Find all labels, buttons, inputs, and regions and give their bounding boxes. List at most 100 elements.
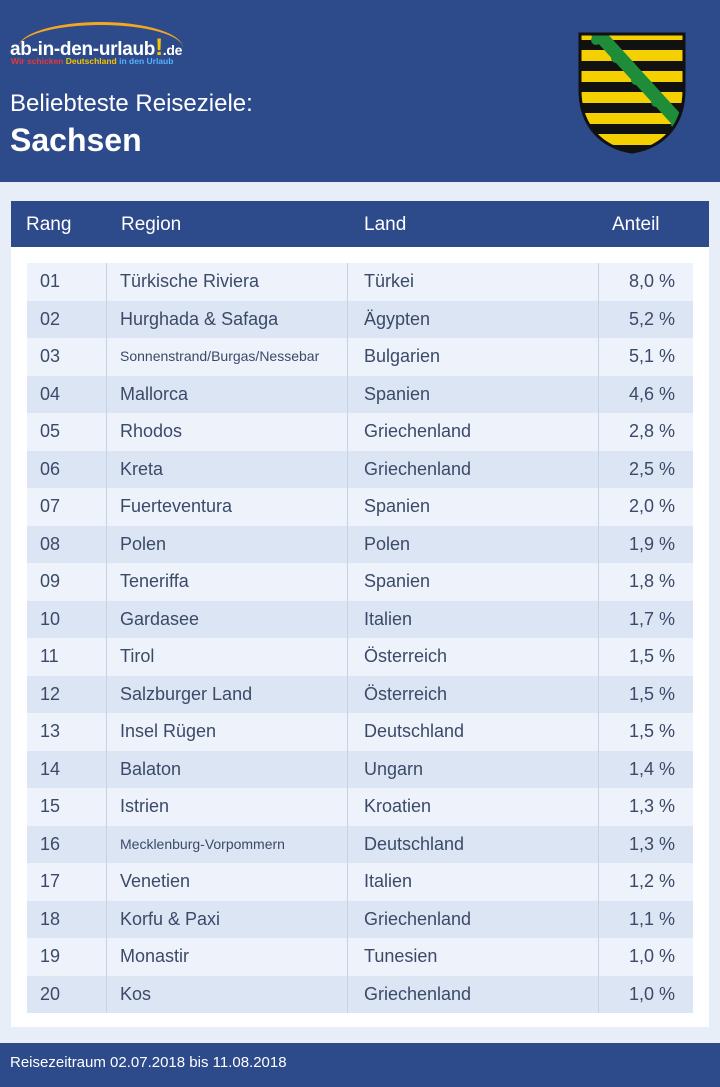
table-row: 03 Sonnenstrand/Burgas/Nessebar Bulgarien 5…	[27, 338, 693, 376]
table-header: Rang Region Land Anteil	[11, 201, 709, 247]
anteil-cell: 1,0 %	[628, 946, 675, 966]
rang-cell: 07	[40, 496, 61, 516]
land-cell: Griechenland	[364, 458, 472, 479]
rang-cell: 11	[40, 646, 59, 666]
column-header-land[interactable]: Land	[364, 214, 407, 235]
rang-cell: 19	[40, 946, 61, 966]
region-cell: Hurghada & Safaga	[120, 308, 279, 329]
column-divider	[347, 750, 348, 788]
land-cell: Griechenland	[364, 908, 472, 929]
column-divider	[598, 788, 599, 826]
table-row: 02 Hurghada & Safaga Ägypten 5,2 %	[27, 300, 693, 338]
column-divider	[106, 263, 107, 301]
land-cell: Polen	[364, 533, 411, 554]
footer-bar: Reisezeitraum 02.07.2018 bis 11.08.2018	[0, 1043, 720, 1087]
column-divider	[598, 638, 599, 676]
column-divider	[347, 900, 348, 938]
column-divider	[347, 600, 348, 638]
table-row: 10 Gardasee Italien 1,7 %	[27, 600, 693, 638]
column-divider	[598, 938, 599, 976]
table-row: 17 Venetien Italien 1,2 %	[27, 863, 693, 901]
land-cell: Deutschland	[364, 833, 465, 854]
column-divider	[598, 525, 599, 563]
rang-cell: 17	[40, 871, 61, 891]
column-divider	[598, 675, 599, 713]
anteil-cell: 5,1 %	[628, 346, 675, 366]
column-divider	[347, 525, 348, 563]
region-cell: Balaton	[120, 758, 182, 779]
table-row: 16 Mecklenburg-Vorpommern Deutschland 1,3 %	[27, 825, 693, 863]
region-cell: Monastir	[120, 946, 190, 966]
table-row: 06 Kreta Griechenland 2,5 %	[27, 450, 693, 488]
column-header-rang[interactable]: Rang	[26, 214, 72, 235]
column-divider	[598, 863, 599, 901]
anteil-cell: 1,3 %	[628, 833, 675, 854]
rang-cell: 01	[40, 271, 61, 291]
logo-tagline: Wir schicken Deutschland in den Urlaub	[11, 56, 174, 66]
page-title: Sachsen	[10, 122, 142, 158]
land-cell: Spanien	[364, 383, 431, 404]
anteil-cell: 1,9 %	[628, 533, 675, 554]
region-cell: Türkische Riviera	[120, 271, 260, 291]
logo-wordmark: ab-in-den-urlaub!.de	[10, 34, 183, 61]
column-divider	[106, 600, 107, 638]
brand-logo[interactable]: ab-in-den-urlaub!.de Wir schicken Deutsc…	[10, 22, 210, 72]
table-row: 05 Rhodos Griechenland 2,8 %	[27, 413, 693, 451]
rang-cell: 03	[40, 346, 61, 366]
table-row: 09 Teneriffa Spanien 1,8 %	[27, 563, 693, 601]
column-header-region[interactable]: Region	[121, 214, 182, 235]
column-divider	[106, 563, 107, 601]
column-divider	[106, 413, 107, 451]
table-row: 13 Insel Rügen Deutschland 1,5 %	[27, 713, 693, 751]
column-divider	[598, 375, 599, 413]
column-divider	[598, 263, 599, 301]
land-cell: Österreich	[364, 646, 448, 666]
land-cell: Ägypten	[364, 308, 431, 329]
region-cell: Salzburger Land	[120, 683, 253, 704]
region-cell: Kreta	[120, 458, 164, 479]
anteil-cell: 2,0 %	[628, 496, 675, 516]
column-divider	[106, 975, 107, 1013]
anteil-cell: 1,5 %	[628, 721, 675, 741]
table-row: 12 Salzburger Land Österreich 1,5 %	[27, 675, 693, 713]
land-cell: Italien	[364, 871, 413, 891]
rang-cell: 20	[40, 983, 61, 1004]
column-divider	[347, 375, 348, 413]
land-cell: Griechenland	[364, 983, 472, 1004]
region-cell: Korfu & Paxi	[120, 908, 221, 929]
land-cell: Österreich	[364, 683, 448, 704]
column-divider	[598, 713, 599, 751]
region-cell: Kos	[120, 983, 152, 1004]
rang-cell: 05	[40, 421, 61, 441]
region-cell: Sonnenstrand/Burgas/Nessebar	[120, 348, 320, 364]
column-divider	[347, 825, 348, 863]
region-cell: Teneriffa	[120, 571, 189, 591]
column-divider	[347, 450, 348, 488]
column-divider	[347, 938, 348, 976]
column-divider	[347, 675, 348, 713]
column-divider	[106, 638, 107, 676]
page-subtitle: Beliebteste Reiseziele:	[10, 90, 253, 117]
rang-cell: 14	[40, 758, 61, 779]
anteil-cell: 5,2 %	[628, 308, 675, 329]
column-divider	[347, 563, 348, 601]
column-header-anteil[interactable]: Anteil	[612, 214, 660, 235]
column-divider	[106, 863, 107, 901]
column-divider	[598, 600, 599, 638]
table-row: 18 Korfu & Paxi Griechenland 1,1 %	[27, 900, 693, 938]
column-divider	[598, 338, 599, 376]
rang-cell: 18	[40, 908, 61, 929]
column-divider	[106, 900, 107, 938]
table-row: 07 Fuerteventura Spanien 2,0 %	[27, 488, 693, 526]
table-row: 08 Polen Polen 1,9 %	[27, 525, 693, 563]
column-divider	[347, 788, 348, 826]
land-cell: Ungarn	[364, 758, 424, 779]
land-cell: Tunesien	[364, 946, 438, 966]
land-cell: Italien	[364, 608, 413, 629]
rang-cell: 10	[40, 608, 61, 629]
land-cell: Spanien	[364, 571, 431, 591]
region-cell: Venetien	[120, 871, 191, 891]
rang-cell: 09	[40, 571, 61, 591]
region-cell: Insel Rügen	[120, 721, 217, 741]
table-row: 04 Mallorca Spanien 4,6 %	[27, 375, 693, 413]
